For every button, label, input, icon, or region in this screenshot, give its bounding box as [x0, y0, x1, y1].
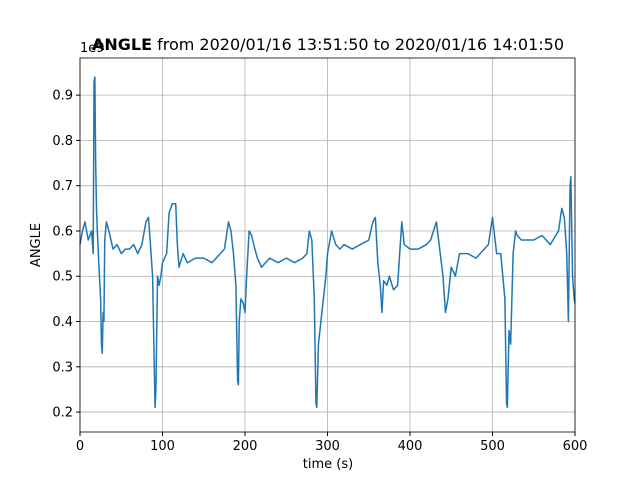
y-tick-label: 0.5	[52, 270, 73, 285]
x-axis-label: time (s)	[303, 457, 353, 472]
y-tick-label: 0.6	[52, 224, 73, 239]
y-tick-label: 0.3	[52, 360, 73, 375]
data-line	[79, 76, 576, 409]
y-tick-label: 0.8	[52, 134, 73, 149]
x-tick-label: 0	[76, 439, 84, 454]
x-tick-label: 500	[480, 439, 505, 454]
title-bold: ANGLE	[92, 35, 152, 54]
y-axis-label: ANGLE	[29, 223, 44, 267]
x-tick-label: 600	[563, 439, 588, 454]
title-text: from 2020/01/16 13:51:50 to 2020/01/16 1…	[157, 35, 564, 54]
x-tick-label: 300	[315, 439, 340, 454]
x-tick-label: 400	[398, 439, 423, 454]
chart-title: ANGLE from 2020/01/16 13:51:50 to 2020/0…	[92, 35, 564, 54]
y-tick-label: 0.2	[52, 406, 73, 421]
x-tick-label: 200	[233, 439, 258, 454]
y-tick-label: 0.7	[52, 179, 73, 194]
y-tick-label: 0.4	[52, 315, 73, 330]
offset-text: 1e9	[80, 41, 105, 56]
x-tick-label: 100	[150, 439, 175, 454]
plot-frame	[79, 57, 576, 433]
y-tick-label: 0.9	[52, 89, 73, 104]
